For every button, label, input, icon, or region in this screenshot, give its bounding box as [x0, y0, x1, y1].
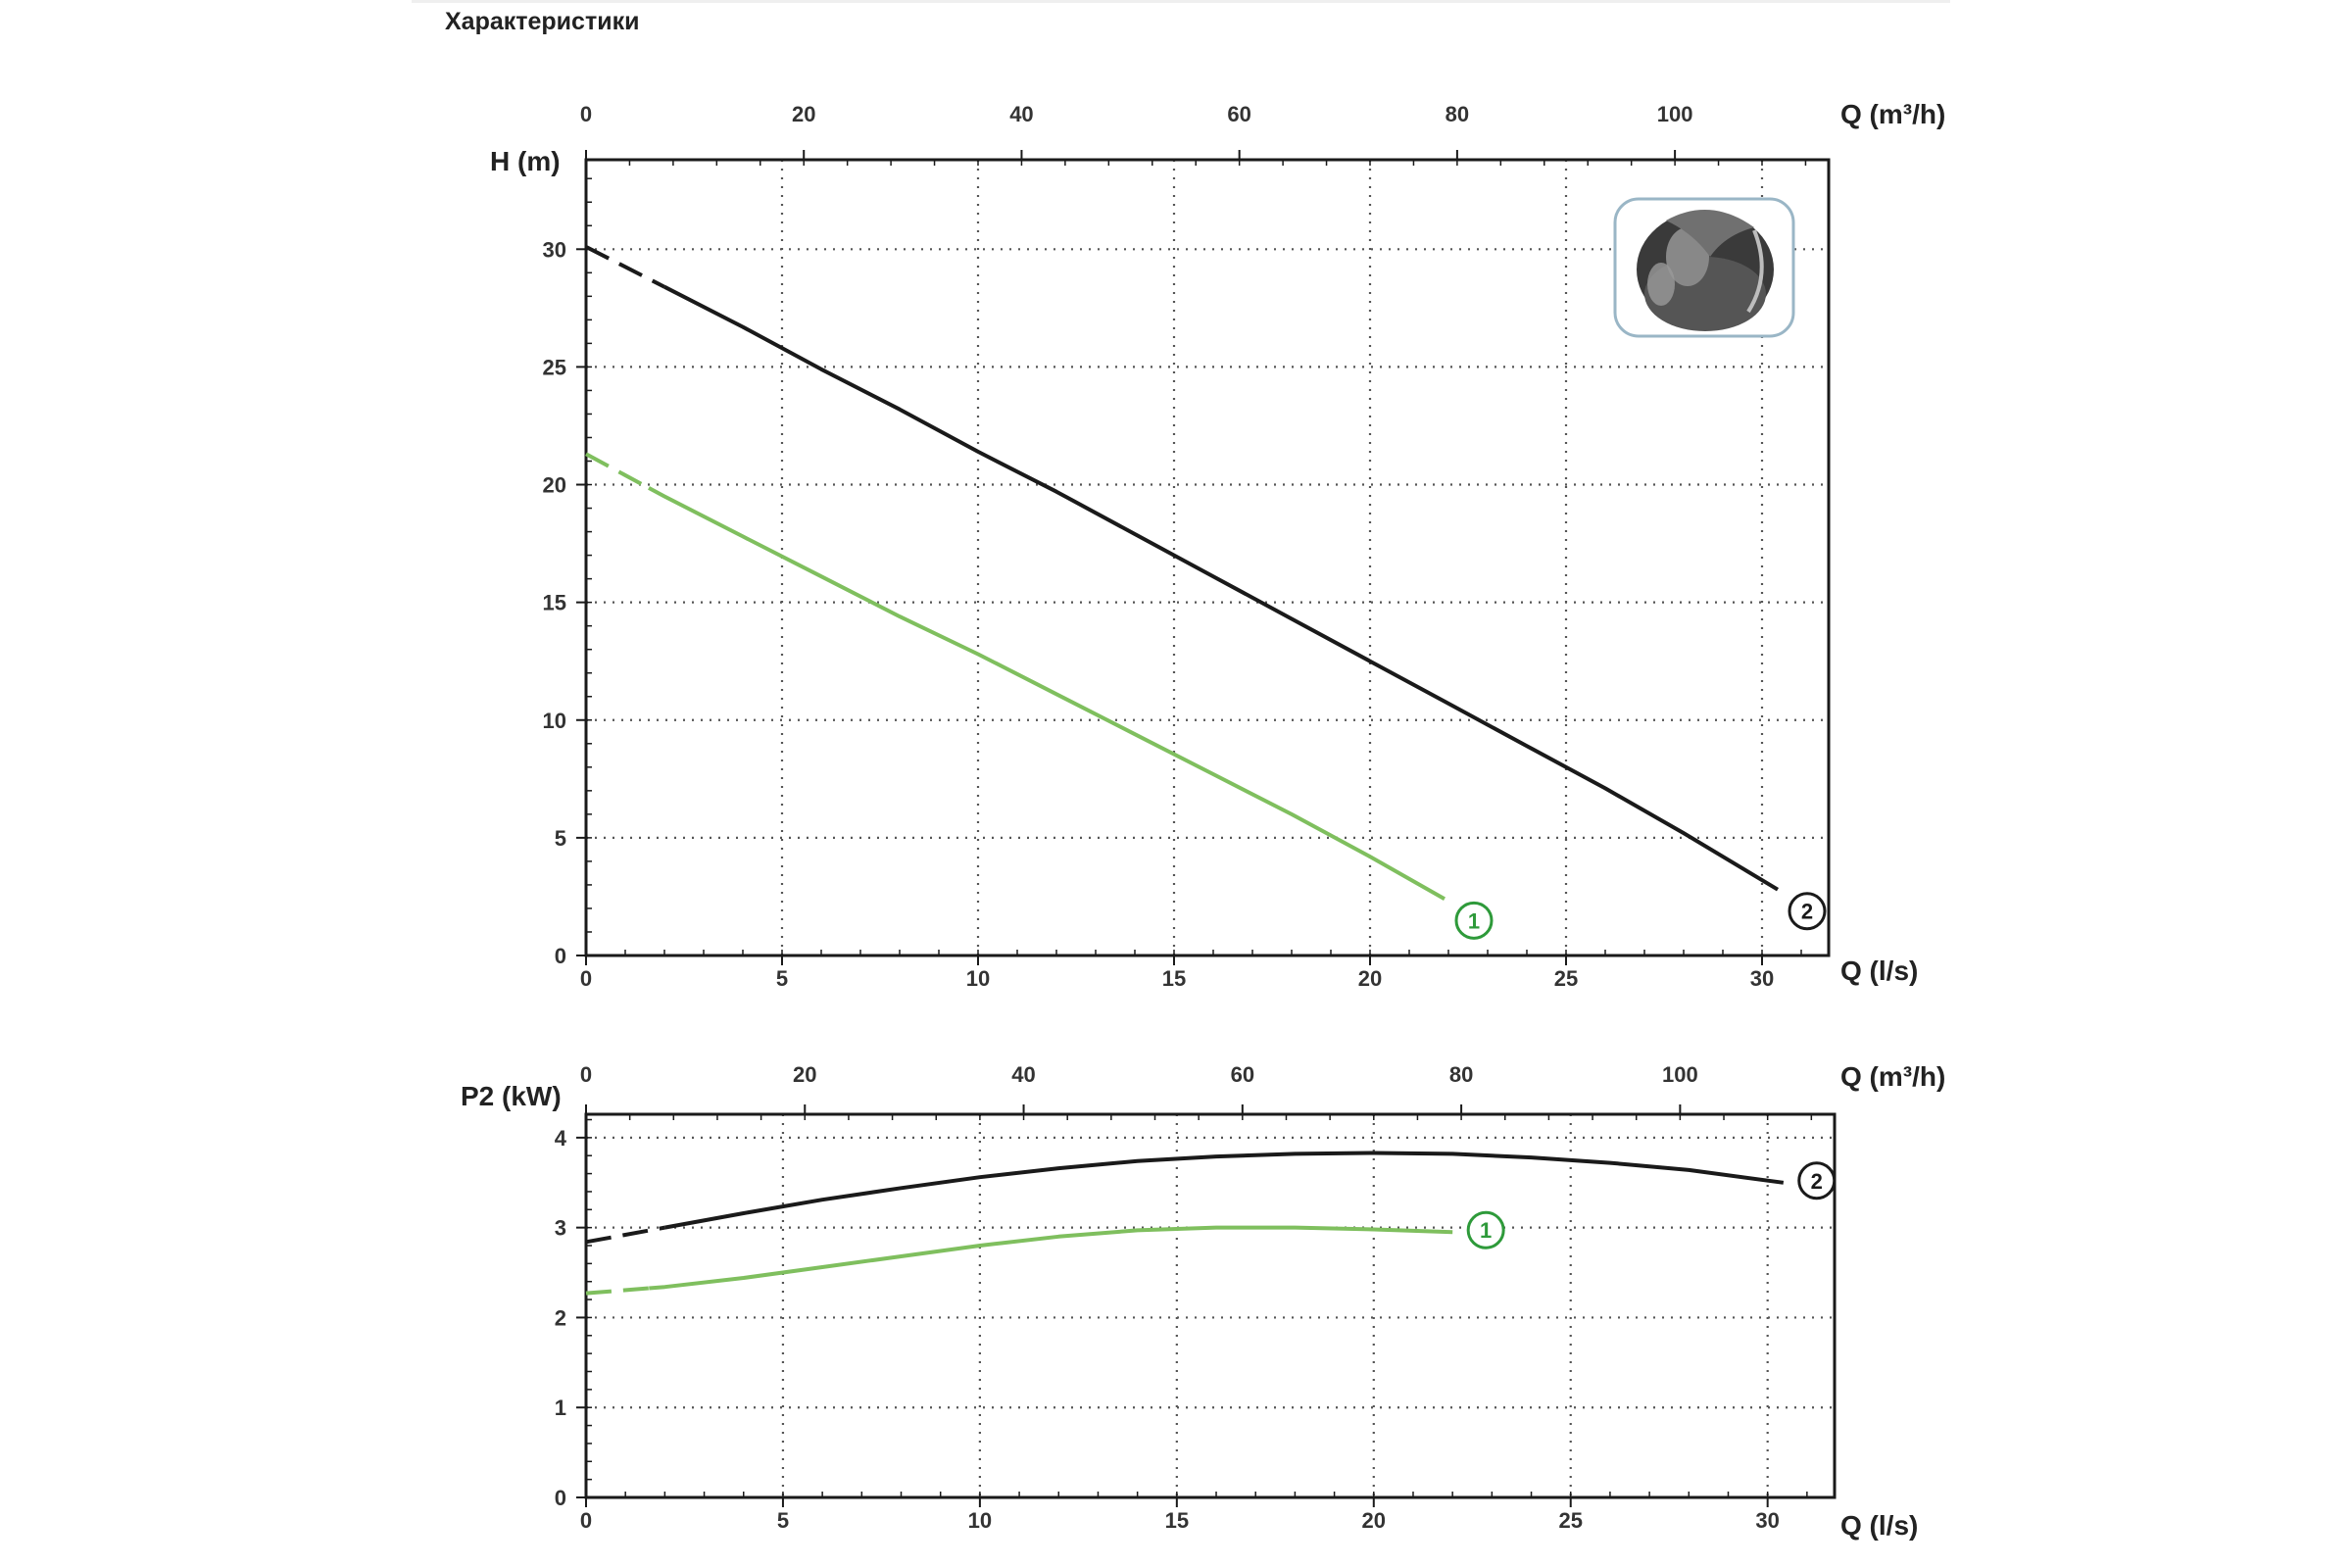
series-2-marker	[1788, 892, 1827, 931]
x-tick-label-bottom: 20	[1358, 966, 1382, 991]
y-tick-label: 1	[555, 1396, 566, 1420]
x-tick-label-bottom: 5	[776, 966, 788, 991]
series-2-marker	[1797, 1161, 1837, 1200]
series-1-dashed-segment	[585, 452, 650, 490]
x-tick-label-bottom: 15	[1162, 966, 1186, 991]
x-tick-label-top: 100	[1662, 1062, 1698, 1087]
impeller-photo-icon	[1613, 197, 1795, 338]
y-tick-label: 20	[543, 473, 566, 498]
series-2-dashed-segment	[585, 1225, 665, 1245]
series-2-line	[663, 284, 1780, 892]
x-tick-label-top: 40	[1009, 102, 1033, 126]
x-tick-label-bottom: 25	[1558, 1508, 1582, 1533]
series-1-dashed-segment	[585, 1286, 650, 1296]
plot-frame	[584, 158, 1831, 957]
plot-area	[586, 1114, 1835, 1497]
y-axis-title: P2 (kW)	[461, 1081, 562, 1111]
series-1-marker-label: 1	[1468, 908, 1480, 933]
section-title: Характеристики	[445, 8, 640, 35]
y-tick-label: 3	[555, 1216, 566, 1241]
x-tick-label-bottom: 0	[580, 1508, 592, 1533]
x-tick-label-top: 80	[1446, 102, 1469, 126]
x-tick-label-top: 20	[792, 102, 815, 126]
y-tick-label: 2	[555, 1305, 566, 1330]
series-2-marker-label: 2	[1801, 900, 1813, 924]
x-tick-label-top: 0	[580, 102, 592, 126]
series-1-marker	[1466, 1210, 1505, 1250]
chart-head: 0 5 10 15 20 25 30 0 5 10 15 20 25 30 0 20 40 60 80 100 H (m…	[490, 99, 1945, 991]
x-axis-title-top: Q (m³/h)	[1840, 1061, 1945, 1092]
x-tick-label-top: 40	[1011, 1062, 1035, 1087]
x-tick-label-top: 20	[793, 1062, 816, 1087]
impeller-vane	[1666, 210, 1754, 257]
x-tick-label-top: 80	[1449, 1062, 1473, 1087]
x-tick-label-bottom: 25	[1554, 966, 1578, 991]
y-tick-label: 0	[555, 944, 566, 968]
top-divider	[412, 0, 1950, 3]
y-tick-label: 5	[555, 826, 566, 851]
x-axis-title-top: Q (m³/h)	[1840, 99, 1945, 129]
x-tick-label-top: 60	[1227, 102, 1250, 126]
series-2-dashed-segment	[585, 245, 665, 289]
x-axis-title-bottom: Q (l/s)	[1840, 956, 1918, 986]
y-tick-label: 30	[543, 237, 566, 262]
impeller-rim-highlight	[1746, 229, 1764, 314]
x-tick-label-bottom: 10	[968, 1508, 992, 1533]
series-1-marker-label: 1	[1480, 1218, 1492, 1243]
x-tick-label-bottom: 0	[580, 966, 592, 991]
y-tick-label: 10	[543, 709, 566, 733]
y-tick-label: 0	[555, 1486, 566, 1510]
plot-frame	[584, 1112, 1837, 1499]
x-tick-label-bottom: 30	[1755, 1508, 1779, 1533]
series-2-line	[664, 1151, 1785, 1230]
series-1-line	[649, 1225, 1453, 1291]
x-tick-label-top: 100	[1657, 102, 1693, 126]
y-tick-label: 15	[543, 591, 566, 615]
x-tick-label-bottom: 10	[966, 966, 990, 991]
x-tick-label-top: 60	[1231, 1062, 1254, 1087]
x-tick-label-bottom: 15	[1165, 1508, 1189, 1533]
x-tick-label-bottom: 20	[1362, 1508, 1386, 1533]
y-tick-label: 25	[543, 355, 566, 379]
x-tick-label-bottom: 5	[777, 1508, 789, 1533]
series-2-marker-label: 2	[1811, 1169, 1823, 1194]
x-tick-label-bottom: 30	[1750, 966, 1774, 991]
series-1-marker	[1454, 901, 1494, 940]
series-1-line	[648, 486, 1446, 902]
impeller-reflection	[1647, 263, 1675, 306]
y-axis-title: H (m)	[490, 146, 561, 176]
x-tick-label-top: 0	[580, 1062, 592, 1087]
y-tick-label: 4	[555, 1126, 567, 1151]
x-axis-title-bottom: Q (l/s)	[1840, 1510, 1918, 1541]
